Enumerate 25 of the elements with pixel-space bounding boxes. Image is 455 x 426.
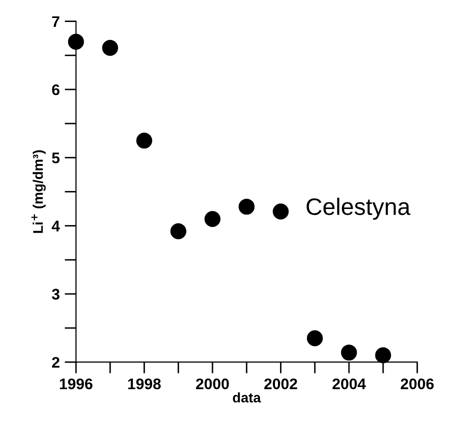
x-tick-label: 1998 bbox=[128, 378, 161, 390]
x-tick-label: 2000 bbox=[196, 378, 229, 390]
x-tick-label: 2002 bbox=[264, 378, 298, 390]
annotation: Celestyna bbox=[306, 198, 410, 220]
point bbox=[238, 198, 255, 215]
x-tick-label: 2004 bbox=[332, 378, 366, 390]
x-axis-title: data bbox=[232, 392, 261, 403]
y-tick-label: 3 bbox=[52, 288, 60, 300]
y-axis-title: Li$^{+}$ (mg/dm³) bbox=[31, 150, 46, 233]
point bbox=[341, 344, 357, 361]
point bbox=[170, 223, 186, 240]
point bbox=[272, 203, 289, 220]
y-tick-label: 5 bbox=[52, 152, 60, 164]
point bbox=[306, 330, 323, 346]
x-tick-label: 2006 bbox=[400, 378, 434, 390]
point bbox=[204, 210, 220, 227]
y-tick-label: 2 bbox=[52, 356, 60, 368]
y-tick-label: 6 bbox=[52, 84, 60, 96]
point bbox=[136, 132, 152, 149]
point bbox=[68, 34, 84, 50]
point bbox=[375, 347, 392, 364]
x-tick-label: 1996 bbox=[60, 378, 92, 390]
point bbox=[102, 40, 118, 56]
y-tick-label: 4 bbox=[52, 220, 60, 232]
y-tick-label: 7 bbox=[52, 16, 60, 27]
